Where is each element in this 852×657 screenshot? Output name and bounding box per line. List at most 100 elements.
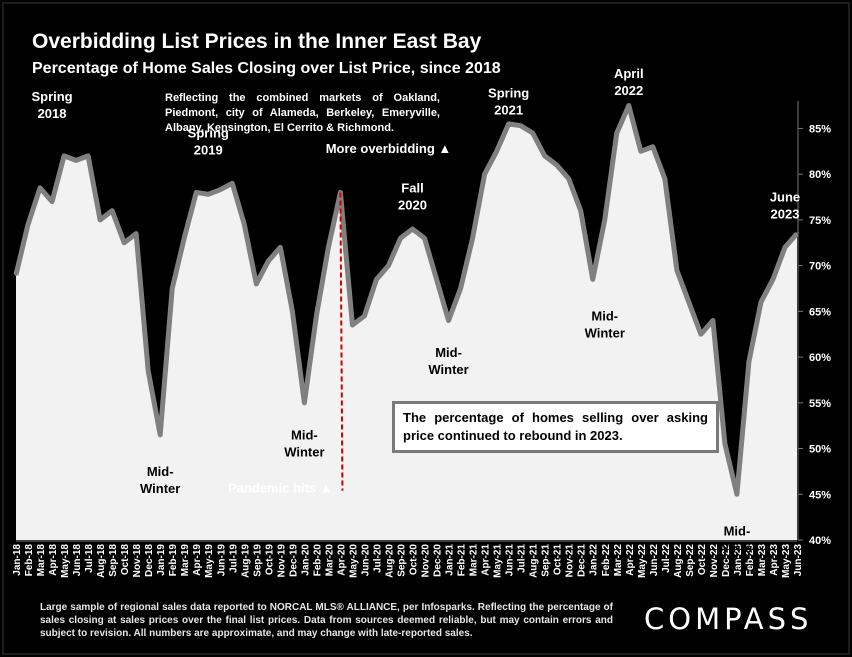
data-point-May-21 xyxy=(495,150,498,153)
data-point-Jul-18 xyxy=(86,154,90,158)
x-tick-label: Oct-21 xyxy=(553,544,564,576)
data-point-Aug-18 xyxy=(98,218,102,222)
data-point-Nov-21 xyxy=(567,177,570,180)
x-tick-label: May-21 xyxy=(493,544,504,578)
data-point-Nov-19 xyxy=(279,246,282,249)
y-tick-label: 55% xyxy=(809,398,831,410)
annotation-label: 2019 xyxy=(194,143,223,158)
annotation-label: Winter xyxy=(284,444,324,459)
data-point-Apr-21 xyxy=(483,172,486,176)
data-point-Jan-19 xyxy=(158,433,162,437)
x-tick-label: Mar-21 xyxy=(469,544,480,577)
data-point-Oct-19 xyxy=(267,259,270,263)
x-tick-label: Mar-20 xyxy=(324,544,335,577)
y-tick-label: 65% xyxy=(809,306,831,318)
x-tick-label: Nov-20 xyxy=(421,544,432,578)
series-line xyxy=(13,103,799,497)
data-point-Nov-20 xyxy=(423,236,426,240)
data-point-Jun-21 xyxy=(507,122,510,126)
x-tick-label: Jan-20 xyxy=(300,544,311,576)
data-point-Dec-21 xyxy=(579,209,582,212)
data-point-Aug-19 xyxy=(243,223,246,226)
y-tick-label: 50% xyxy=(809,444,831,456)
x-tick-label: Nov-18 xyxy=(132,544,143,578)
annotation-label: 2023 xyxy=(771,207,800,222)
x-tick-label: Sep-21 xyxy=(541,544,552,577)
y-tick-label: 70% xyxy=(809,261,831,273)
x-tick-label: Jan-19 xyxy=(156,544,167,576)
x-tick-label: Aug-20 xyxy=(384,544,395,578)
annotation-label: Mid- xyxy=(147,464,174,479)
x-tick-label: Mar-22 xyxy=(613,544,624,577)
data-point-Oct-18 xyxy=(122,241,126,244)
data-point-Jul-20 xyxy=(375,278,378,281)
annotation-label: Mid- xyxy=(435,345,462,360)
x-tick-label: Nov-22 xyxy=(709,544,720,578)
data-point-Dec-18 xyxy=(146,369,150,372)
x-tick-label: Feb-21 xyxy=(457,544,468,577)
data-point-Aug-20 xyxy=(387,264,390,267)
data-point-Feb-20 xyxy=(315,314,318,318)
data-point-Dec-20 xyxy=(435,278,438,281)
data-point-Sep-19 xyxy=(255,282,258,286)
data-point-Mar-19 xyxy=(183,236,186,240)
chart-title: Overbidding List Prices in the Inner Eas… xyxy=(32,30,482,53)
x-tick-label: Apr-21 xyxy=(481,544,492,576)
data-point-Jun-19 xyxy=(219,188,222,191)
x-tick-label: Jul-22 xyxy=(661,544,672,573)
x-tick-label: Feb-20 xyxy=(312,544,323,577)
data-point-Jul-21 xyxy=(519,124,522,127)
annotation-label: Mid- xyxy=(591,309,618,324)
x-tick-label: Aug-19 xyxy=(240,544,251,578)
annotation-label: Winter xyxy=(428,362,468,377)
data-point-Jul-19 xyxy=(231,182,234,185)
x-tick-label: Dec-19 xyxy=(288,544,299,577)
data-point-Jun-18 xyxy=(74,159,78,162)
data-point-Sep-21 xyxy=(543,154,546,158)
x-tick-label: May-22 xyxy=(637,544,648,578)
data-point-Apr-18 xyxy=(50,200,54,203)
annotation-label: Fall xyxy=(401,180,423,195)
data-point-Jun-20 xyxy=(363,314,366,318)
data-point-Feb-18 xyxy=(26,223,30,226)
annotation-label: Winter xyxy=(585,326,625,341)
data-point-May-18 xyxy=(62,154,66,158)
data-point-Jan-20 xyxy=(303,401,306,405)
x-tick-label: Jul-20 xyxy=(372,544,383,573)
annotation-label: More overbidding ▲ xyxy=(326,141,452,156)
x-tick-label: Jan-18 xyxy=(12,544,23,576)
x-tick-label: Jul-18 xyxy=(84,544,95,573)
data-point-Jan-18 xyxy=(14,273,18,276)
data-point-Nov-22 xyxy=(711,319,715,322)
x-tick-label: Nov-21 xyxy=(565,544,576,578)
annotation-label: Spring xyxy=(188,126,229,141)
x-tick-label: Jun-21 xyxy=(505,544,516,577)
x-tick-label: Jan-21 xyxy=(445,544,456,576)
pandemic-marker-line xyxy=(339,192,344,491)
x-tick-label: Jun-20 xyxy=(360,544,371,577)
x-tick-label: Feb-23 xyxy=(745,544,756,577)
x-tick-label: Feb-18 xyxy=(24,544,35,577)
x-tick-label: Apr-20 xyxy=(336,544,347,576)
x-tick-label: Jun-22 xyxy=(649,544,660,577)
x-tick-label: May-23 xyxy=(781,544,792,578)
x-tick-label: Aug-22 xyxy=(673,544,684,578)
y-tick-label: 40% xyxy=(809,535,831,547)
data-point-May-22 xyxy=(639,150,642,153)
annotation-label: Spring xyxy=(31,89,72,104)
x-tick-label: Feb-22 xyxy=(601,544,612,577)
data-point-Apr-22 xyxy=(627,104,630,107)
annotation-label: April xyxy=(614,66,644,81)
x-tick-label: Oct-22 xyxy=(697,544,708,576)
data-point-Feb-21 xyxy=(459,287,462,290)
annotation-label: 2022 xyxy=(614,83,643,98)
annotation-label: 2020 xyxy=(398,197,427,212)
data-point-Oct-21 xyxy=(555,163,558,167)
x-tick-label: May-20 xyxy=(348,544,359,578)
x-tick-label: Apr-18 xyxy=(48,544,59,576)
data-point-Mar-18 xyxy=(38,186,42,190)
x-tick-label: Dec-20 xyxy=(433,544,444,577)
data-point-Jan-21 xyxy=(447,319,450,322)
data-point-May-19 xyxy=(207,193,210,196)
